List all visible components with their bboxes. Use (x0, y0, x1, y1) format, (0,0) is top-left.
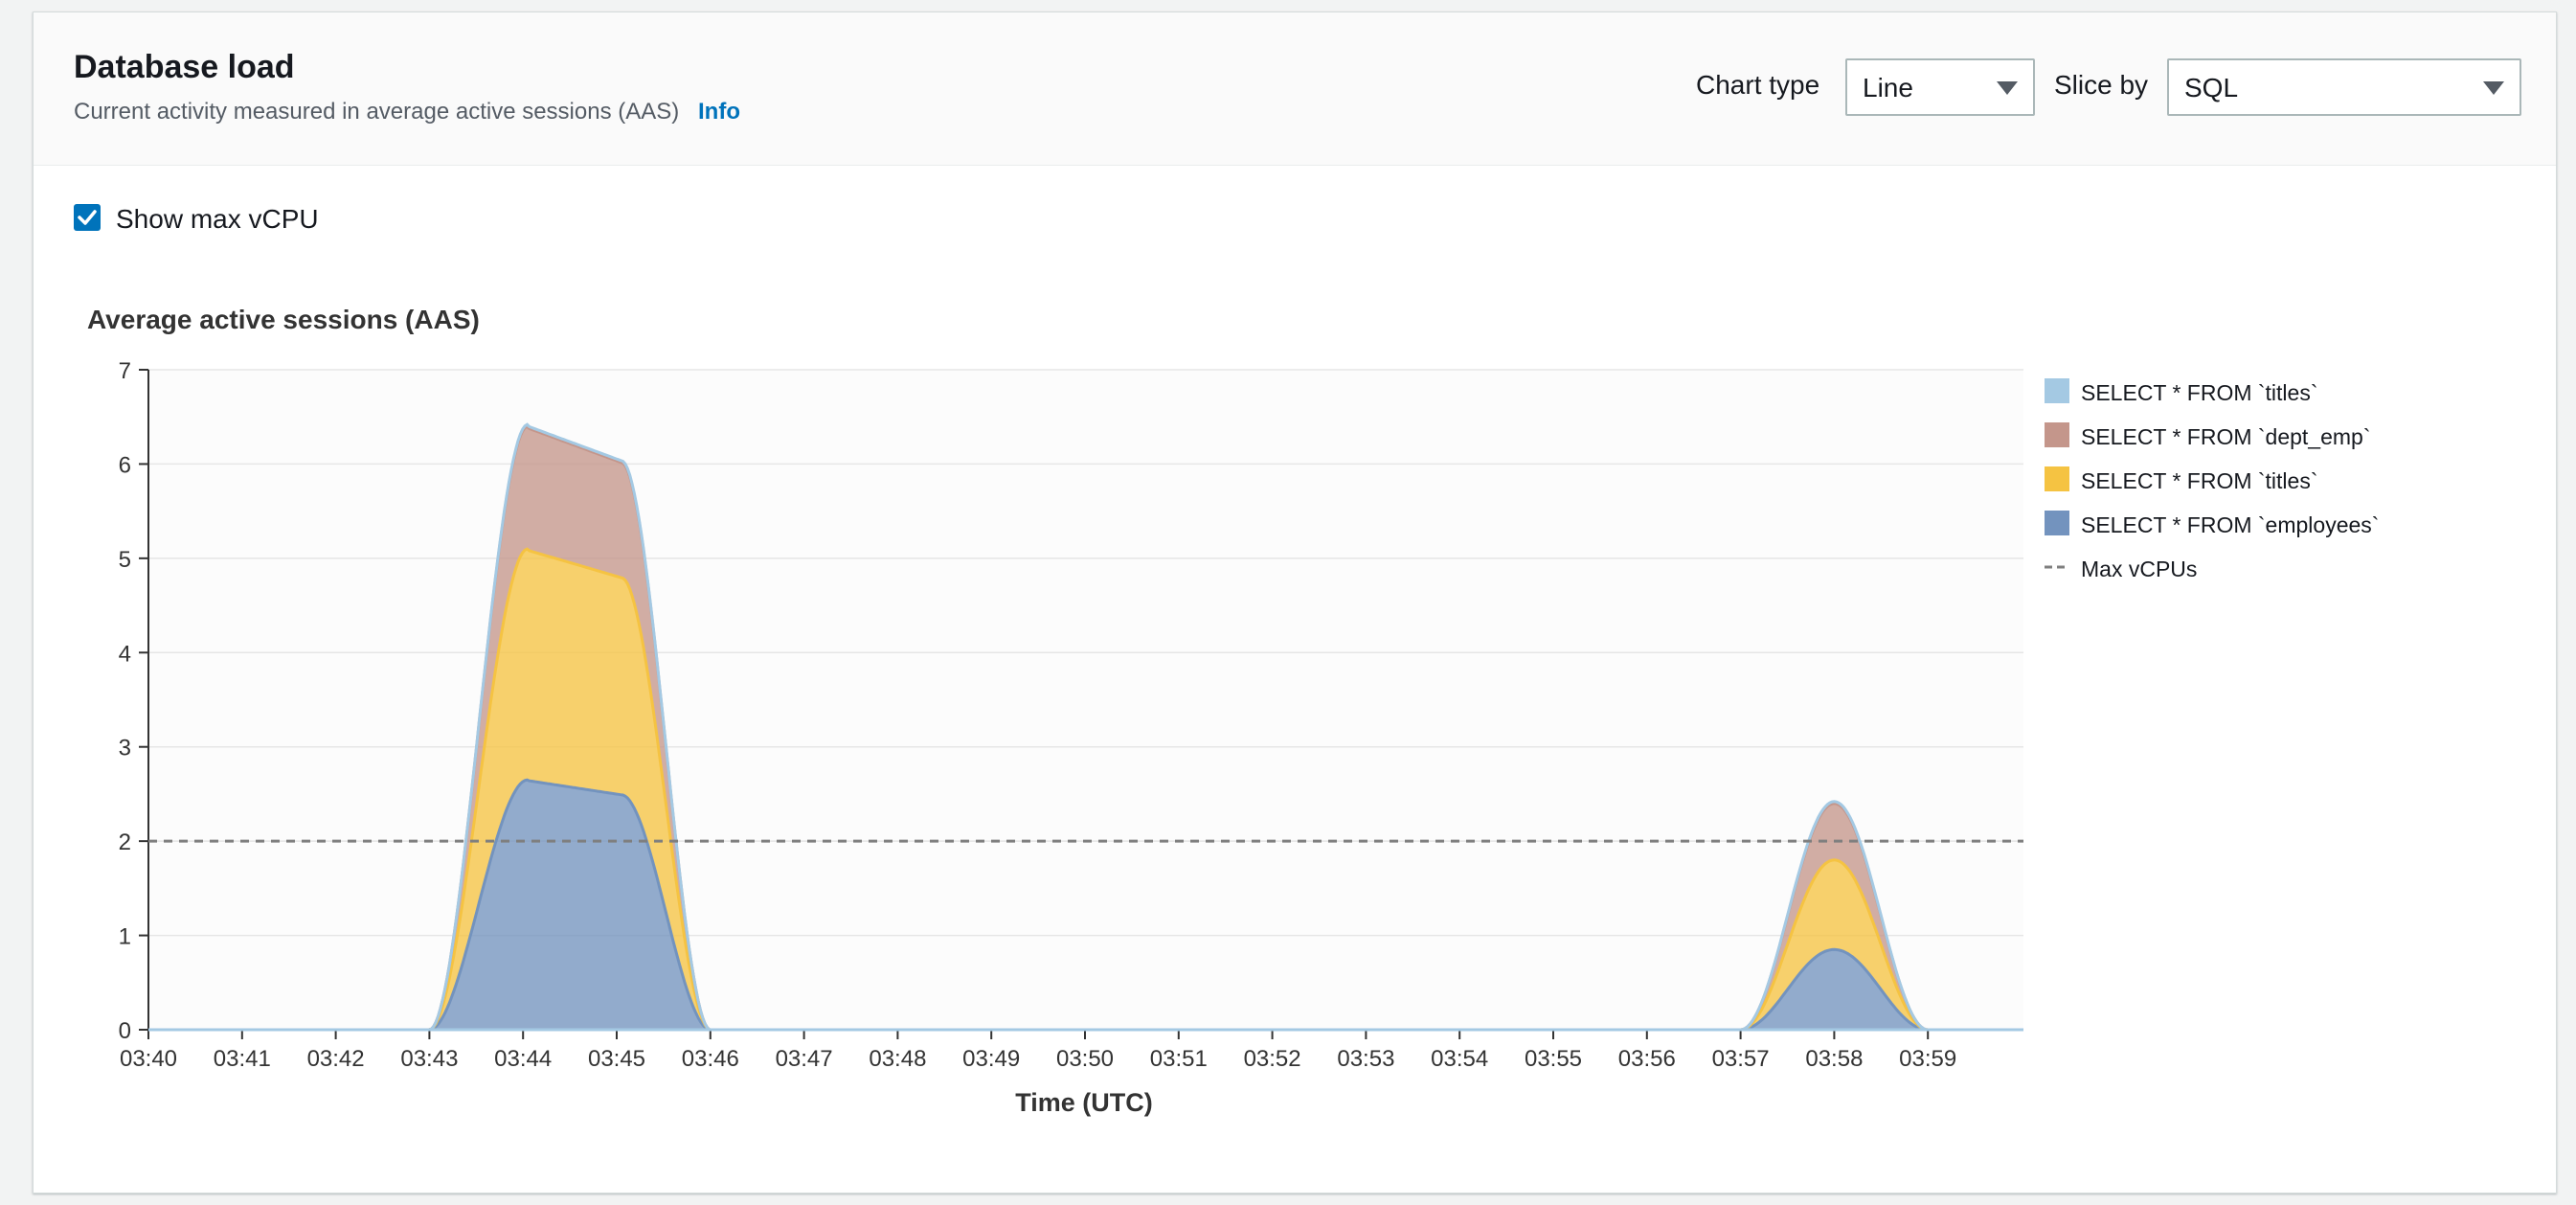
check-icon (78, 210, 97, 225)
chart-legend: SELECT * FROM `titles` SELECT * FROM `dep… (2045, 378, 2379, 581)
y-tick-label: 2 (119, 830, 131, 855)
legend-swatch (2045, 511, 2069, 535)
x-tick-label: 03:54 (1431, 1046, 1488, 1072)
x-tick-label: 03:50 (1056, 1046, 1114, 1072)
y-tick-label: 5 (119, 547, 131, 573)
x-tick-label: 03:46 (682, 1046, 739, 1072)
x-tick-label: 03:47 (776, 1046, 833, 1072)
show-max-vcpu-label: Show max vCPU (116, 204, 319, 234)
caret-down-icon (1997, 81, 2018, 95)
x-tick-label: 03:59 (1899, 1046, 1956, 1072)
chart-grid (148, 369, 2023, 1030)
x-tick-label: 03:57 (1712, 1046, 1770, 1072)
x-tick-label: 03:48 (869, 1046, 926, 1072)
x-tick-label: 03:51 (1150, 1046, 1208, 1072)
database-load-panel: Database load Current activity measured … (33, 11, 2557, 1194)
panel-title: Database load (74, 49, 295, 85)
aas-chart: Average active sessions (AAS) 0 1 2 3 4 5 6 7 03… (87, 305, 2379, 1117)
chart-title: Average active sessions (AAS) (87, 305, 480, 334)
caret-down-icon (2483, 81, 2504, 95)
slice-by-value: SQL (2184, 73, 2239, 102)
x-tick-label: 03:56 (1618, 1046, 1676, 1072)
slice-by-label: Slice by (2054, 70, 2149, 100)
series-area (148, 549, 1929, 1030)
panel-header: Database load Current activity measured … (34, 12, 2556, 166)
legend-label: SELECT * FROM `titles` (2081, 468, 2318, 493)
legend-label: Max vCPUs (2081, 557, 2197, 581)
chart-axes: 0 1 2 3 4 5 6 7 03:40 03:41 03:42 03:43 03:44 03:45 03… (119, 358, 2023, 1072)
x-tick-label: 03:44 (494, 1046, 552, 1072)
x-tick-label: 03:40 (120, 1046, 177, 1072)
x-tick-label: 03:52 (1244, 1046, 1301, 1072)
y-tick-label: 7 (119, 358, 131, 384)
legend-label: SELECT * FROM `employees` (2081, 512, 2379, 537)
legend-label: SELECT * FROM `dept_emp` (2081, 424, 2371, 449)
y-tick-label: 0 (119, 1018, 131, 1044)
x-axis-label: Time (UTC) (1015, 1088, 1153, 1117)
x-tick-label: 03:45 (588, 1046, 645, 1072)
legend-swatch (2045, 378, 2069, 403)
x-tick-label: 03:58 (1805, 1046, 1863, 1072)
plot-background (148, 370, 2023, 1030)
panel-description: Current activity measured in average act… (74, 99, 680, 125)
x-tick-label: 03:41 (214, 1046, 271, 1072)
chart-type-select[interactable]: Line (1845, 58, 2035, 116)
x-tick-label: 03:43 (400, 1046, 458, 1072)
x-tick-label: 03:55 (1525, 1046, 1582, 1072)
legend-label: SELECT * FROM `titles` (2081, 380, 2318, 405)
x-tick-label: 03:49 (962, 1046, 1020, 1072)
chart-type-label: Chart type (1696, 70, 1820, 100)
x-tick-label: 03:53 (1337, 1046, 1394, 1072)
legend-swatch (2045, 466, 2069, 491)
y-tick-label: 4 (119, 641, 131, 667)
legend-swatch (2045, 422, 2069, 447)
y-tick-label: 6 (119, 452, 131, 478)
info-link[interactable]: Info (698, 99, 740, 125)
show-max-vcpu-checkbox[interactable] (74, 204, 101, 231)
slice-by-select[interactable]: SQL (2167, 58, 2521, 116)
chart-type-value: Line (1863, 73, 1913, 102)
y-tick-label: 3 (119, 736, 131, 762)
x-tick-label: 03:42 (307, 1046, 365, 1072)
y-tick-label: 1 (119, 924, 131, 950)
